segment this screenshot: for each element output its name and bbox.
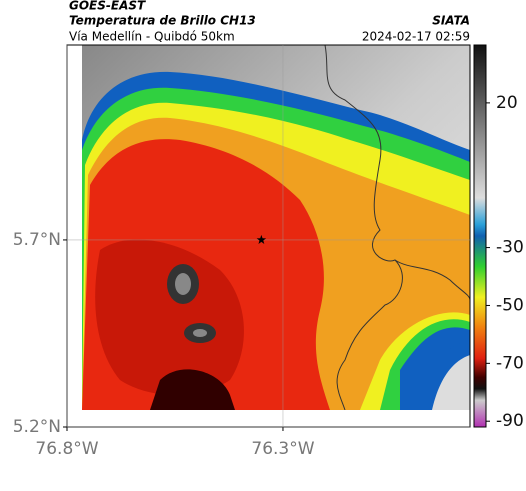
colorbar bbox=[473, 44, 487, 428]
source: SIATA bbox=[432, 14, 470, 28]
timestamp: 2024-02-17 02:59 bbox=[362, 30, 470, 44]
y-tick-label: 5.2°N bbox=[13, 417, 61, 437]
colorbar-tick-label: -70 bbox=[496, 353, 524, 373]
imagery bbox=[82, 45, 470, 410]
caption: Vía Medellín - Quibdó 50km bbox=[69, 30, 235, 44]
title: GOES-EAST bbox=[69, 0, 146, 13]
colorbar-tick-label: 20 bbox=[496, 93, 518, 113]
colorbar-tick-label: -50 bbox=[496, 295, 524, 315]
y-tick-label: 5.7°N bbox=[13, 230, 61, 250]
colorbar-tick-label: -90 bbox=[496, 411, 524, 431]
x-tick-label: 76.3°W bbox=[251, 439, 314, 459]
subtitle: Temperatura de Brillo CH13 bbox=[69, 14, 256, 28]
colorbar-tick-label: -30 bbox=[496, 238, 524, 258]
location-marker bbox=[256, 234, 267, 244]
x-tick-label: 76.8°W bbox=[35, 439, 98, 459]
